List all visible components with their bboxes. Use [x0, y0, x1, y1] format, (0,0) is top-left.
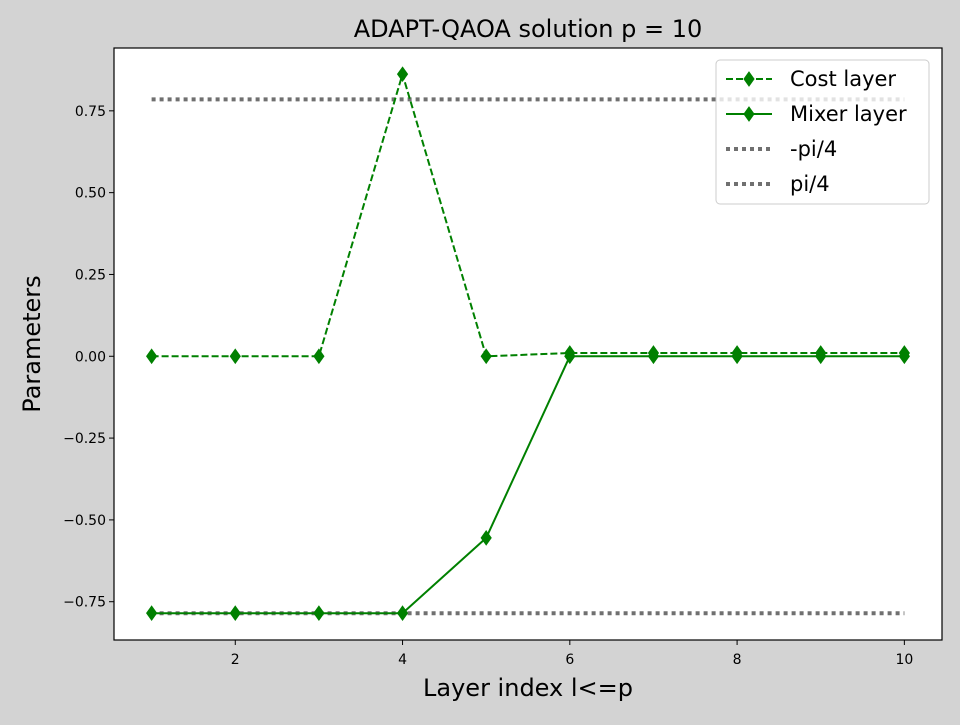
series-line [151, 70, 905, 358]
data-point [564, 345, 576, 361]
chart-title: ADAPT-QAOA solution p = 10 [354, 15, 703, 43]
data-point [229, 348, 241, 365]
legend-marker [743, 71, 755, 87]
legend: Cost layer Mixer layer -pi/4 pi/4 [715, 59, 930, 205]
data-point [898, 345, 910, 361]
axes-frame [113, 47, 943, 641]
y-tick-label: 0.75 [75, 104, 106, 120]
x-tick-label: 4 [398, 652, 407, 668]
data-point [229, 605, 241, 622]
y-axis-label: Parameters [18, 275, 46, 412]
legend-marker [743, 106, 755, 122]
series-line [151, 355, 905, 615]
data-point [815, 345, 827, 361]
data-point [480, 348, 492, 365]
data-point [146, 605, 158, 622]
data-point [396, 605, 409, 622]
data-point [146, 348, 158, 365]
y-tick-label: 0.00 [75, 349, 106, 365]
data-point [396, 66, 409, 83]
y-axis: −0.75 −0.50 −0.25 0.00 0.25 0.50 0.75 [63, 104, 114, 611]
legend-label: Mixer layer [790, 102, 907, 126]
y-tick-label: 0.25 [75, 267, 106, 283]
x-tick-label: 10 [895, 652, 913, 668]
data-point [647, 345, 660, 361]
legend-label: Cost layer [790, 67, 896, 91]
data-point [731, 345, 743, 361]
x-tick-label: 6 [565, 652, 574, 668]
x-tick-label: 2 [231, 652, 240, 668]
data-point [480, 530, 492, 546]
y-tick-label: −0.25 [63, 431, 106, 447]
legend-box [715, 59, 930, 205]
y-tick-label: −0.75 [63, 595, 106, 611]
x-tick-label: 8 [733, 652, 742, 668]
legend-label: -pi/4 [790, 137, 837, 161]
y-tick-label: 0.50 [75, 186, 106, 202]
data-point [313, 348, 325, 365]
x-axis: 2 4 6 8 10 [231, 640, 913, 668]
x-axis-label: Layer index l<=p [423, 674, 633, 702]
legend-label: pi/4 [790, 172, 830, 196]
y-tick-label: −0.50 [63, 513, 106, 529]
data-point [313, 605, 325, 622]
